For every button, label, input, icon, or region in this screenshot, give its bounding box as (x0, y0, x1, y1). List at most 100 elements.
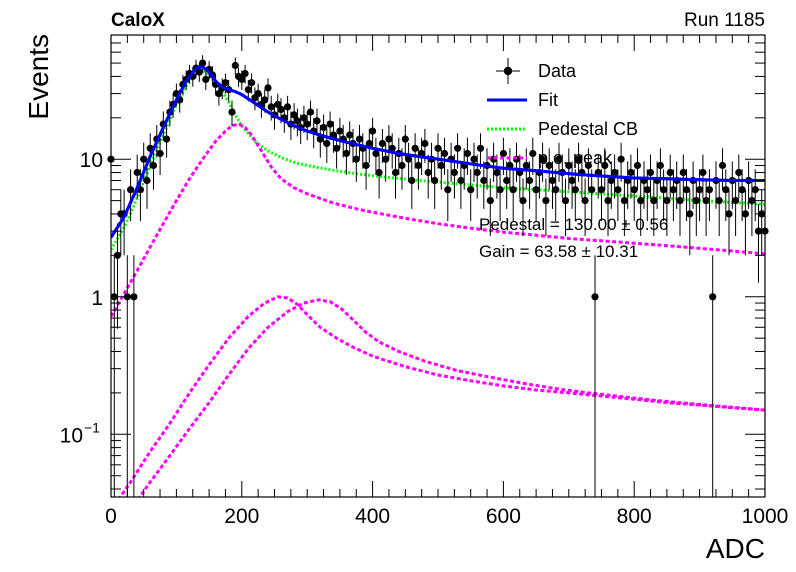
data-point (476, 144, 485, 152)
x-axis-title: ADC (706, 533, 765, 564)
data-point (163, 135, 171, 143)
x-tick-label: 0 (105, 505, 117, 528)
data-point (202, 75, 210, 84)
data-point (496, 186, 504, 194)
data-point (372, 149, 380, 158)
data-point (532, 186, 540, 194)
series-line-5 (137, 298, 765, 497)
x-tick-label: 200 (224, 505, 259, 528)
y-tick-label: 10 (60, 424, 83, 447)
data-point (290, 111, 298, 119)
data-point (741, 210, 750, 218)
x-tick-label: 400 (355, 505, 390, 528)
plot-marks (107, 55, 769, 497)
data-point (457, 176, 465, 185)
data-point (692, 197, 700, 205)
data-point (215, 90, 223, 98)
data-point (486, 197, 494, 205)
data-point (326, 120, 334, 128)
data-point (591, 293, 599, 301)
data-point (614, 186, 622, 194)
header-right-label: Run 1185 (684, 10, 765, 31)
data-point (597, 186, 606, 194)
y-tick-label: 10 (80, 149, 103, 172)
data-point (682, 186, 691, 194)
legend-entry-label: p.e. peak (538, 148, 613, 168)
x-tick-label: 600 (486, 505, 521, 528)
data-point (346, 131, 354, 139)
data-point (633, 161, 642, 170)
data-point (617, 155, 625, 163)
data-point (601, 161, 609, 170)
data-point (336, 127, 344, 135)
data-point (696, 186, 704, 194)
data-point (127, 186, 135, 194)
data-point (571, 186, 579, 194)
legend: Data Fit Pedestal CB p.e. peak (487, 58, 638, 168)
data-point (480, 176, 488, 185)
data-point (228, 108, 236, 116)
data-point (385, 135, 393, 143)
data-point (705, 186, 714, 194)
data-point (306, 108, 315, 116)
annotations: Pedestal = 130.00 ± 0.56 Gain = 63.58 ± 1… (479, 215, 668, 261)
data-point (352, 155, 360, 163)
data-point (421, 139, 429, 148)
data-point (450, 168, 458, 177)
data-point (414, 161, 422, 170)
data-point (382, 155, 390, 163)
data-point (293, 117, 301, 125)
data-point (568, 176, 576, 185)
data-point (561, 197, 570, 205)
data-point (378, 139, 386, 148)
data-point (650, 197, 658, 205)
data-point (663, 197, 671, 205)
data-point (440, 149, 449, 158)
data-point (277, 105, 285, 114)
data-point (565, 161, 573, 170)
data-point (699, 168, 707, 177)
data-point (156, 149, 164, 158)
data-point (666, 168, 674, 177)
data-point (529, 149, 537, 158)
data-point (316, 135, 324, 143)
data-point (552, 186, 560, 194)
data-point (669, 186, 678, 194)
data-point (437, 161, 445, 170)
data-point (388, 144, 396, 152)
data-point (503, 176, 511, 185)
data-point (637, 197, 645, 205)
data-point (581, 197, 589, 205)
data-point (333, 144, 341, 152)
data-point (735, 168, 743, 177)
data-point (607, 176, 615, 185)
data-point (584, 161, 593, 170)
data-point (133, 168, 141, 177)
data-point (411, 144, 419, 152)
data-point (627, 168, 635, 177)
data-point (244, 86, 252, 94)
legend-marker (503, 66, 513, 76)
series-line-3 (111, 122, 765, 318)
data-point (643, 186, 651, 194)
data-point (738, 186, 746, 194)
data-point (238, 75, 246, 84)
data-point (676, 197, 684, 205)
data-point (355, 135, 364, 143)
header-left-label: CaloX (111, 10, 165, 31)
data-point (199, 59, 207, 67)
data-point (499, 149, 507, 158)
data-point (149, 161, 158, 170)
series-line-4 (118, 295, 765, 497)
data-point (375, 168, 383, 177)
y-tick-label-exponent: −1 (84, 419, 100, 435)
data-point (248, 79, 256, 87)
data-point (143, 176, 151, 185)
data-point (130, 293, 138, 301)
legend-entry-label: Fit (538, 90, 558, 110)
data-point (231, 61, 239, 70)
data-point (323, 139, 331, 148)
y-tick-label: 1 (91, 287, 103, 310)
data-point (725, 210, 733, 218)
